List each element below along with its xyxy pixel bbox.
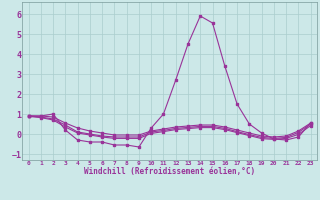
- X-axis label: Windchill (Refroidissement éolien,°C): Windchill (Refroidissement éolien,°C): [84, 167, 255, 176]
